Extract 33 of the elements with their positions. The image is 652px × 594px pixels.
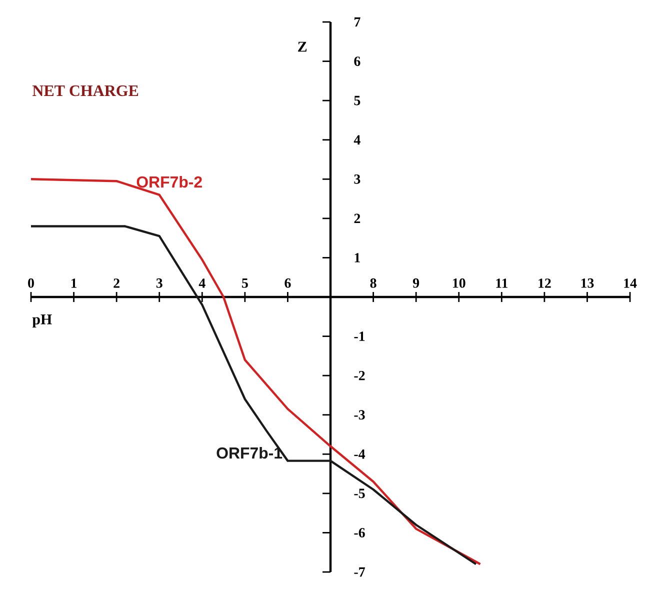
y-tick-label: -6 — [354, 528, 365, 538]
y-tick-label: 1 — [354, 253, 360, 262]
x-tick-label: 14 — [624, 278, 637, 288]
x-tick-label: 4 — [198, 278, 206, 288]
x-tick-label: 10 — [453, 278, 466, 288]
x-tick-label: 8 — [370, 278, 376, 288]
x-tick-label: 2 — [114, 278, 120, 288]
y-tick-label: 7 — [354, 17, 360, 27]
x-tick-label: 9 — [412, 278, 420, 288]
y-tick-label: -4 — [354, 450, 366, 459]
y-tick-label: 6 — [354, 56, 360, 66]
y-axis-title: Z — [298, 42, 307, 52]
y-tick-label: -7 — [354, 567, 365, 577]
y-tick-label: -5 — [354, 488, 365, 498]
x-tick-label: 12 — [538, 278, 551, 288]
series-label: ORF7b-1 — [216, 446, 282, 459]
y-tick-label: -1 — [354, 332, 365, 341]
text: NET CHARGE — [32, 85, 138, 96]
y-tick-label: -2 — [354, 370, 365, 380]
y-tick-label: -3 — [354, 410, 365, 420]
x-tick-label: 5 — [242, 278, 248, 288]
y-tick-label: 4 — [354, 135, 360, 144]
x-tick-label: 1 — [71, 278, 77, 288]
x-tick-label: 0 — [28, 278, 34, 288]
series-label: ORF7b-2 — [136, 176, 202, 188]
x-tick-label: 13 — [581, 278, 594, 288]
x-tick-label: 11 — [496, 278, 508, 288]
x-axis-title: pH — [32, 314, 52, 328]
y-tick-label: 2 — [354, 214, 360, 224]
y-tick-label: 5 — [354, 96, 360, 106]
x-tick-label: 6 — [284, 278, 291, 288]
x-tick-label: 3 — [156, 278, 162, 288]
y-tick-label: 3 — [354, 174, 360, 184]
